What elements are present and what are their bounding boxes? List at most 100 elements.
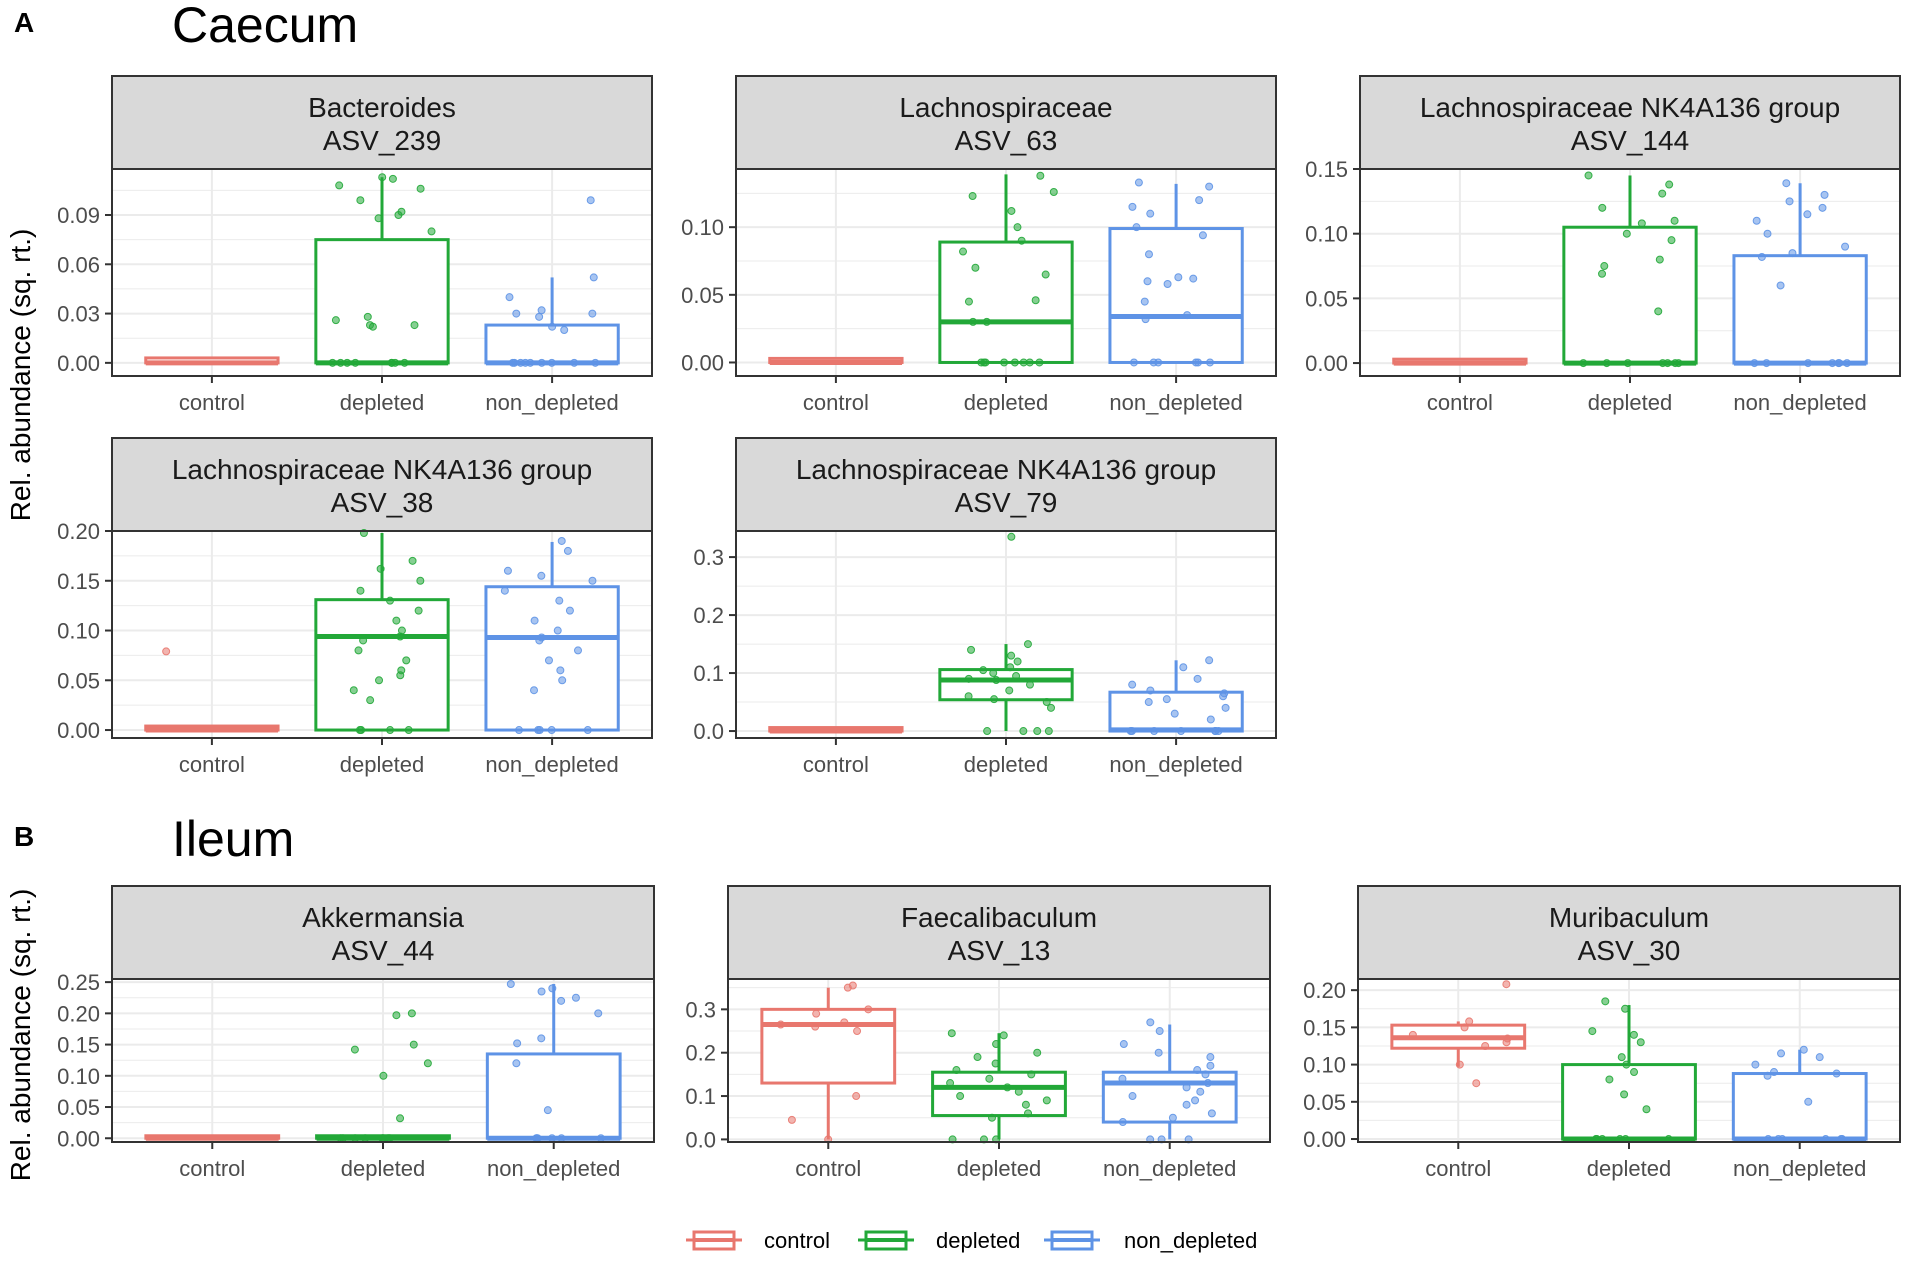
jitter-point [368,322,377,331]
jitter-point [1024,1109,1033,1118]
box-iqr [1561,1063,1697,1141]
box-control [760,981,897,1144]
jitter-point [366,696,375,705]
box-depleted [315,1009,451,1143]
jitter-point [968,192,977,201]
jitter-point [386,726,395,735]
jitter-point [557,536,566,545]
jitter-point [376,564,385,573]
y-tick-label: 0.00 [681,350,724,375]
box-iqr [314,238,450,365]
jitter-point [1013,657,1022,666]
jitter-point [1770,1068,1779,1077]
jitter-point [1654,307,1663,316]
jitter-point [560,326,569,334]
jitter-point [990,695,999,704]
jitter-point [1019,358,1028,367]
jitter-point [530,686,539,695]
facet-title-asv: ASV_44 [332,935,435,966]
jitter-point [394,211,403,219]
facet-title-asv: ASV_30 [1578,935,1681,966]
box-depleted [314,528,450,735]
facet-title-taxon: Lachnospiraceae [899,92,1112,123]
jitter-point [1667,236,1676,245]
jitter-point [1003,1083,1012,1092]
jitter-point [988,1113,997,1122]
box-control [144,356,280,366]
y-tick-label: 0.00 [57,718,100,743]
x-tick-label: non_depleted [485,752,618,777]
jitter-point [1481,1041,1490,1050]
jitter-point [402,656,411,665]
x-tick-label: control [795,1156,861,1181]
x-tick-label: depleted [964,390,1048,415]
legend-label-depleted: depleted [936,1228,1020,1253]
jitter-point [500,586,509,595]
jitter-point [1751,1060,1760,1069]
x-tick-label: non_depleted [1733,1156,1866,1181]
jitter-point [1140,297,1149,306]
jitter-point [1128,680,1137,689]
y-tick-label: 0.0 [693,719,724,744]
jitter-point [410,321,419,330]
jitter-point [1777,1049,1786,1058]
jitter-point [543,1106,552,1115]
box-non-depleted [484,196,620,367]
jitter-point [1128,727,1137,736]
jitter-point [503,566,512,575]
jitter-point [571,993,580,1002]
y-tick-label: 0.05 [57,1095,100,1120]
jitter-point [1118,1118,1127,1127]
section-letter-b: B [14,821,34,852]
jitter-point [1841,242,1850,251]
jitter-point [1622,1060,1631,1069]
jitter-point [513,1039,522,1048]
jitter-point [964,674,973,683]
jitter-point [1205,656,1214,665]
jitter-point [1118,1074,1127,1083]
jitter-point [1154,358,1163,367]
jitter-point [964,297,973,306]
jitter-point [967,645,976,654]
jitter-point [392,616,401,625]
y-tick-label: 0.00 [1305,351,1348,376]
jitter-point [864,1005,873,1014]
x-tick-label: non_depleted [1109,390,1242,415]
jitter-point [351,358,360,367]
x-tick-label: non_depleted [1103,1156,1236,1181]
jitter-point [1141,315,1150,324]
jitter-point [343,358,352,367]
box-iqr [314,598,450,732]
jitter-point [1042,698,1051,707]
facet-title-taxon: Faecalibaculum [901,902,1097,933]
box-iqr [760,1007,897,1085]
box-control [1392,357,1528,366]
jitter-point [1630,1068,1639,1077]
jitter-point [843,983,852,992]
x-tick-label: control [179,390,245,415]
facet-title-taxon: Lachnospiraceae NK4A136 group [796,454,1216,485]
jitter-point [162,647,171,656]
jitter-point [1033,1048,1042,1057]
x-tick-label: depleted [957,1156,1041,1181]
jitter-point [1600,262,1609,271]
jitter-point [1804,1097,1813,1106]
jitter-point [1799,1045,1808,1054]
y-axis-label-ileum: Rel. abundance (sq. rt.) [5,889,36,1182]
jitter-point [1642,1105,1651,1114]
jitter-point [387,358,396,367]
jitter-point [1017,236,1026,245]
jitter-point [1025,680,1034,689]
jitter-point [1047,703,1056,712]
jitter-point [354,646,363,655]
y-tick-label: 0.20 [1303,978,1346,1003]
jitter-point [396,632,405,641]
jitter-point [396,1114,405,1123]
jitter-point [588,576,597,585]
jitter-point [1472,1079,1481,1088]
jitter-point [416,184,425,193]
